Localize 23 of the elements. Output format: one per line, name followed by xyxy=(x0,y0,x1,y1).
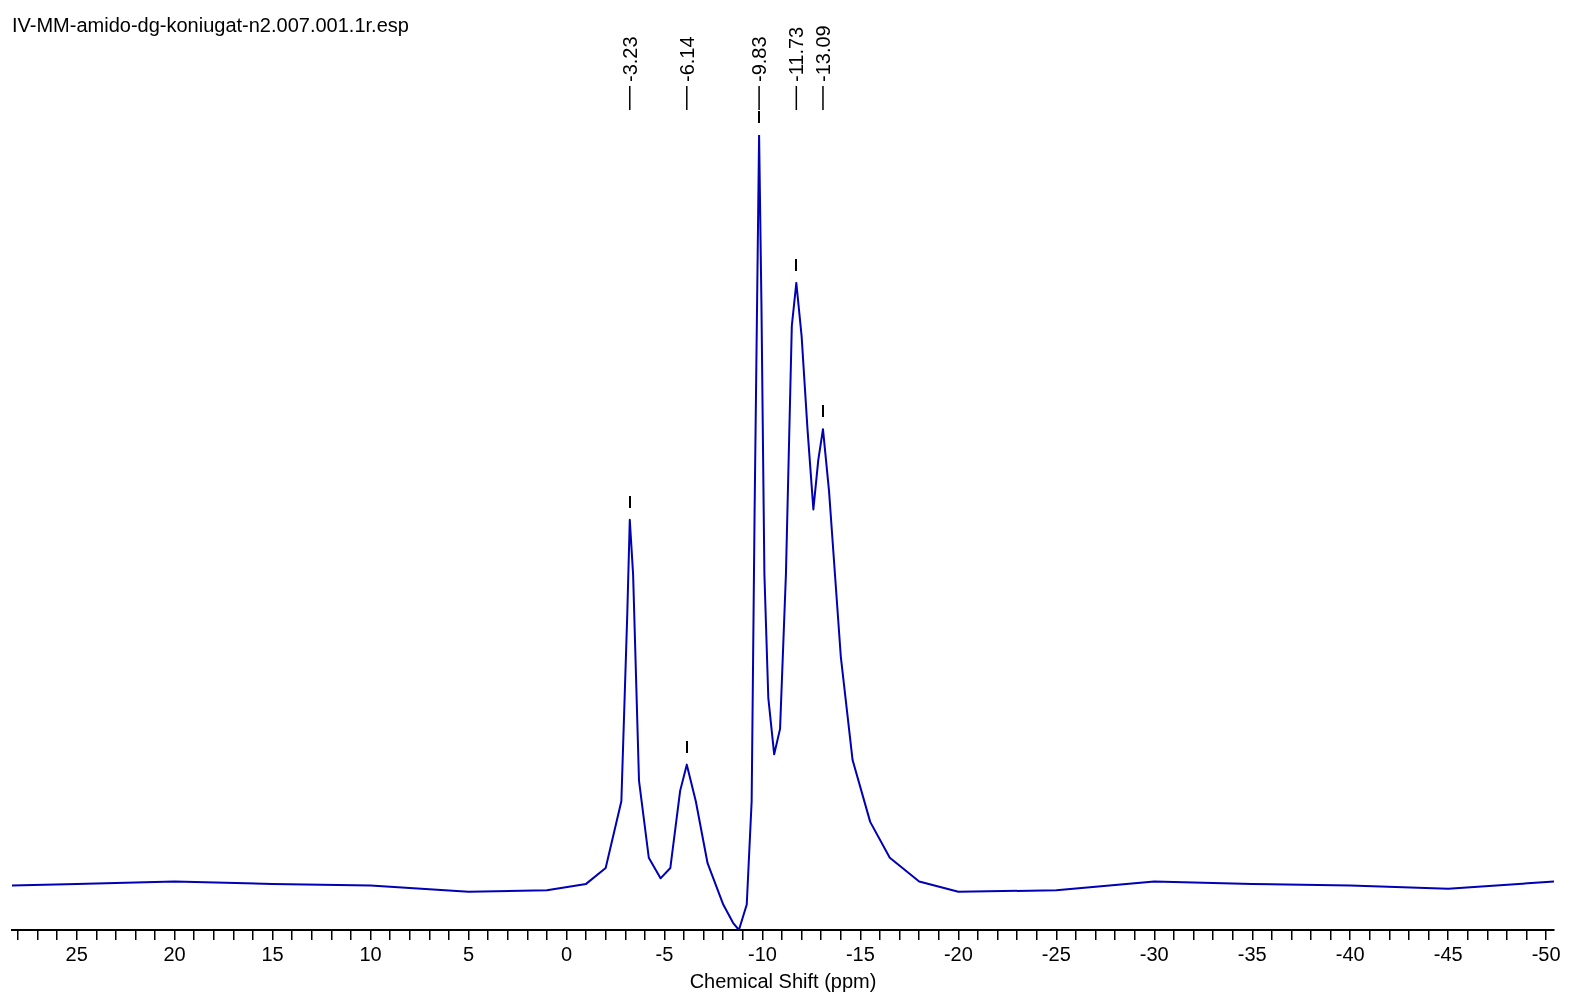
x-tick-label: 25 xyxy=(65,942,88,965)
annotation: -13.09 xyxy=(811,25,834,82)
chart-title: IV-MM-amido-dg-koniugat-n2.007.001.1r.esp xyxy=(12,13,409,36)
x-tick-label: 20 xyxy=(163,942,186,965)
x-tick-label: -20 xyxy=(943,942,973,965)
annotation: -9.83 xyxy=(748,36,771,82)
x-tick-label: -25 xyxy=(1041,942,1071,965)
x-tick-label: -15 xyxy=(845,942,875,965)
x-tick-label: -35 xyxy=(1237,942,1267,965)
x-tick-label: 10 xyxy=(359,942,382,965)
x-tick-label: -50 xyxy=(1531,942,1561,965)
x-tick-label: 0 xyxy=(560,942,573,965)
x-axis-title: Chemical Shift (ppm) xyxy=(689,969,877,992)
x-tick-label: -30 xyxy=(1139,942,1169,965)
x-tick-label: 5 xyxy=(462,942,475,965)
x-tick-label: -10 xyxy=(747,942,777,965)
x-tick-label: 15 xyxy=(261,942,284,965)
annotation: -6.14 xyxy=(675,36,698,82)
annotation: -11.73 xyxy=(785,26,808,82)
x-tick-label: -40 xyxy=(1335,942,1365,965)
annotation: -3.23 xyxy=(618,36,641,82)
x-tick-label: -5 xyxy=(655,942,674,965)
x-tick-label: -45 xyxy=(1433,942,1463,965)
